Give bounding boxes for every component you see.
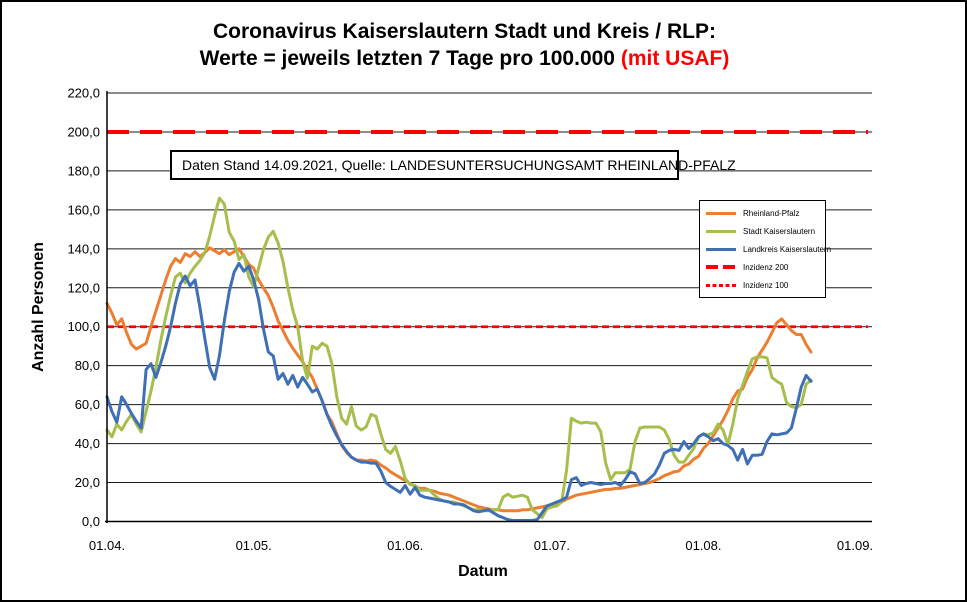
series-line-rheinland-pfalz [105,246,813,513]
data-source-annotation-box: Daten Stand 14.09.2021, Quelle: LANDESUN… [170,150,736,180]
x-tick-label-01.06.: 01.06. [387,538,423,553]
y-tick-label-100,0: 100,0 [67,319,100,334]
legend-swatch-line-icon [706,229,736,233]
y-axis-title: Anzahl Personen [30,242,47,372]
legend-item-stadt-kaiserslautern: Stadt Kaiserslautern [700,223,825,239]
chart-title-highlight: (mit USAF) [620,47,730,70]
x-axis-title: Datum [458,563,508,580]
y-tick-label-160,0: 160,0 [67,202,100,217]
y-tick-label-20,0: 20,0 [75,475,100,490]
x-tick-label-01.05.: 01.05. [236,538,272,553]
y-tick-label-180,0: 180,0 [67,163,100,178]
series-line-landkreis-kaiserslautern [105,261,813,522]
chart-title-line1: Coronavirus Kaiserslautern Stadt und Kre… [213,20,716,43]
x-tick-label-01.07.: 01.07. [534,538,570,553]
chart-title: Coronavirus Kaiserslautern Stadt und Kre… [57,18,872,72]
chart-legend: Rheinland-Pfalz Stadt Kaiserslautern Lan… [699,200,831,298]
x-tick-label-01.09.: 01.09. [837,538,873,553]
x-tick-label-01.08.: 01.08. [685,538,721,553]
legend-item-inzidenz-200: Inzidenz 200 [700,259,825,275]
legend-swatch-dotted-line-icon [706,283,736,287]
y-tick-label-220,0: 220,0 [67,86,100,101]
y-tick-label-200,0: 200,0 [67,124,100,139]
y-tick-label-140,0: 140,0 [67,241,100,256]
y-tick-label-40,0: 40,0 [75,436,100,451]
legend-swatch-dashed-line-icon [706,265,736,269]
legend-item-landkreis-kaiserslautern: Landkreis Kaiserslautern [700,241,831,257]
legend-item-inzidenz-100: Inzidenz 100 [700,277,825,293]
y-tick-label-0,0: 0,0 [82,514,100,529]
legend-item-rheinland-pfalz: Rheinland-Pfalz [700,205,825,221]
y-tick-label-120,0: 120,0 [67,280,100,295]
y-tick-label-80,0: 80,0 [75,358,100,373]
x-tick-label-01.04.: 01.04. [89,538,125,553]
y-tick-label-60,0: 60,0 [75,397,100,412]
legend-swatch-line-icon [706,247,736,251]
chart-title-line2: Werte = jeweils letzten 7 Tage pro 100.0… [199,47,730,70]
legend-swatch-line-icon [706,211,736,215]
